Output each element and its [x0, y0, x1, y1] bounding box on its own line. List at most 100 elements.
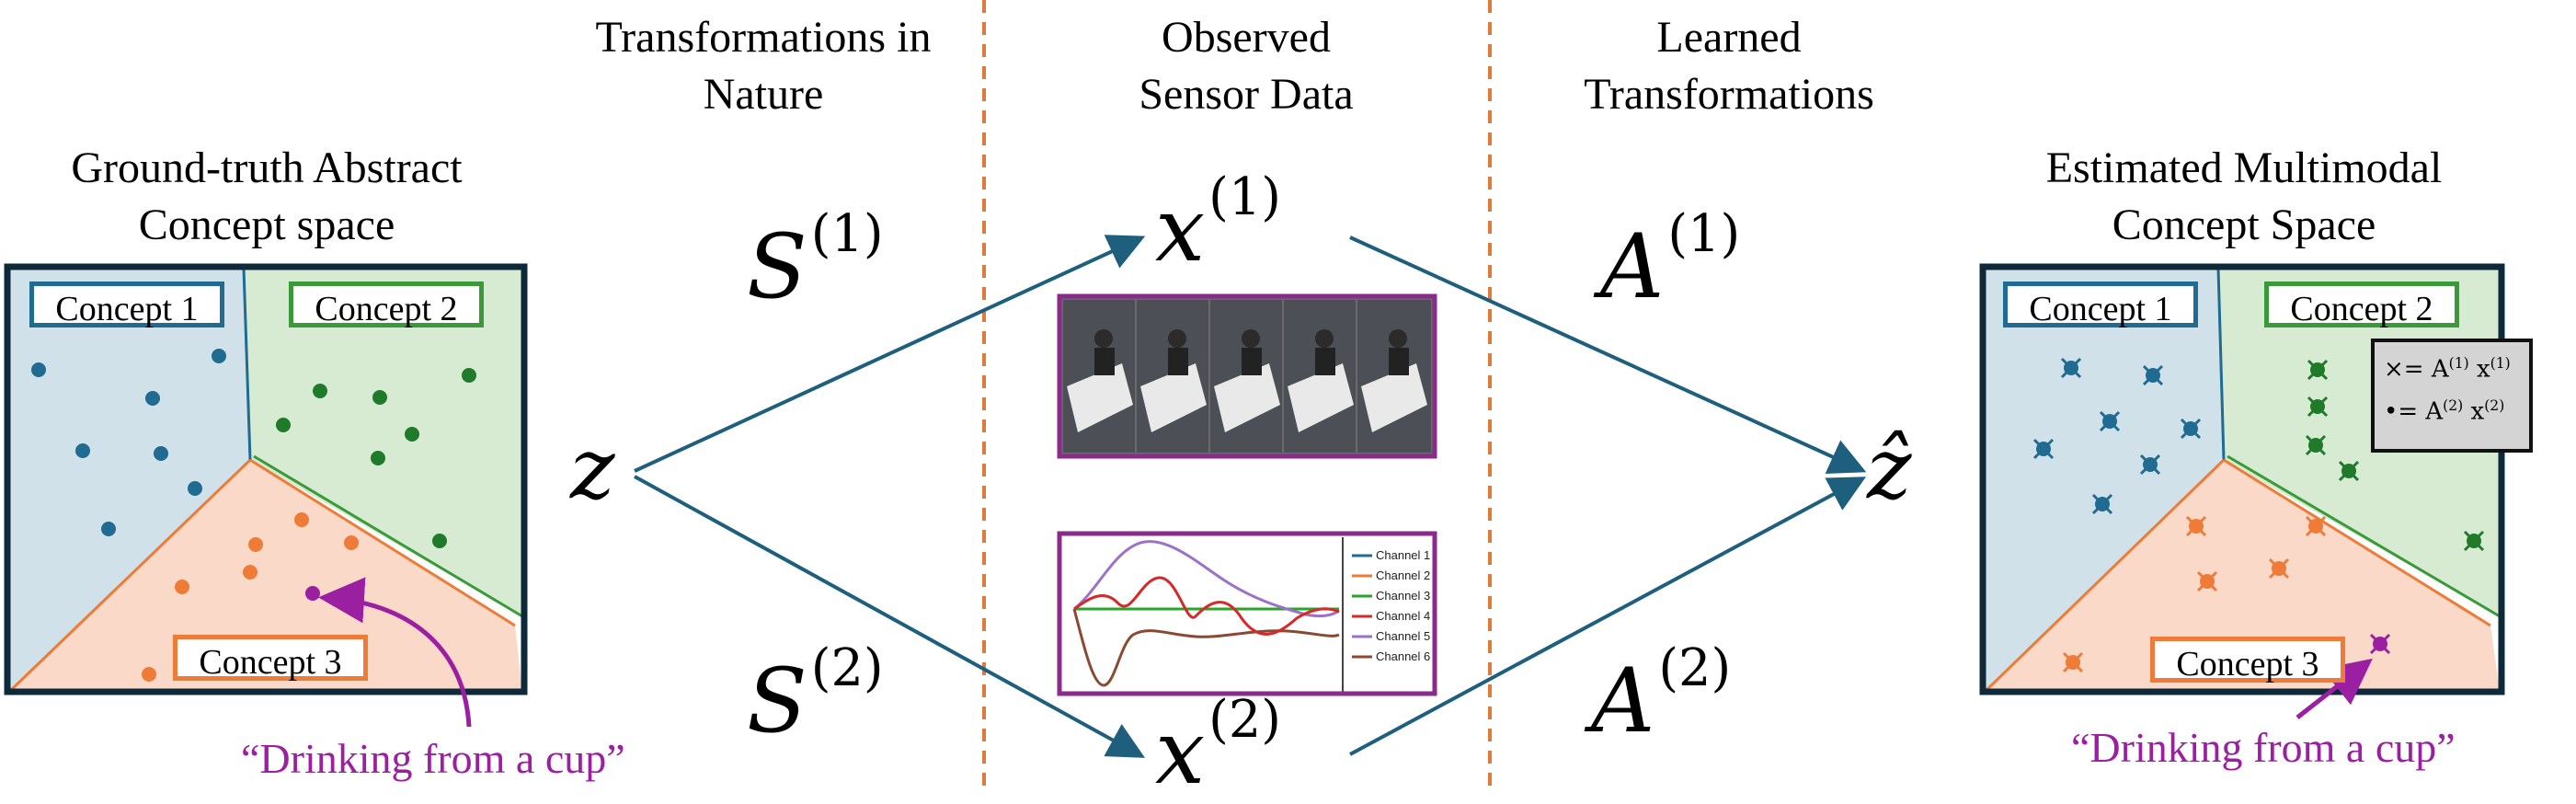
video-frames: [1057, 293, 1437, 459]
header-line: Concept Space: [2112, 201, 2376, 249]
header-learned: Learned Transformations: [1517, 9, 1941, 123]
sensor-legend-channel3: Channel 3: [1376, 589, 1431, 603]
math-z: z: [570, 419, 614, 518]
point-pair: [2062, 651, 2084, 673]
header-line: Ground-truth Abstract: [71, 144, 463, 192]
right-panel-frame: [1979, 263, 2505, 695]
legend-var: x: [2468, 355, 2490, 384]
math-symbol: x: [1155, 701, 1206, 804]
header-line: Transformations in: [595, 13, 932, 62]
point-pair: [2185, 515, 2207, 537]
flow-arrows: [634, 235, 1867, 758]
right-highlight-point: [2369, 633, 2391, 655]
point-pair: [2307, 396, 2329, 418]
sensor-plot: [1057, 531, 1437, 696]
legend-row-dot: •= A(2) x(2): [2384, 397, 2504, 426]
left-concept1-points: [31, 349, 226, 536]
point: [313, 384, 327, 398]
left-annotation: “Drinking from a cup”: [241, 735, 625, 782]
point: [344, 535, 359, 550]
right-region-concept1: [1985, 269, 2224, 692]
math-x1: x(1): [1155, 167, 1281, 281]
math-A2: A(2): [1591, 638, 1731, 752]
arrow-z-to-x1: [634, 235, 1146, 473]
sensor-legend-channel5: Channel 5: [1376, 629, 1431, 643]
right-annotation-arrow: [2296, 658, 2373, 719]
arrow-x1-to-zhat: [1349, 235, 1867, 474]
legend-sup: (2): [2443, 397, 2464, 414]
point: [31, 362, 46, 377]
legend-text: = A: [2403, 355, 2449, 384]
point: [372, 390, 387, 405]
left-region-concept3: [9, 460, 522, 692]
left-highlight-point: [305, 586, 320, 601]
point: [432, 534, 447, 548]
right-concept1-points: [2032, 357, 2202, 515]
header-line: Transformations: [1584, 70, 1874, 119]
point: [405, 427, 419, 442]
right-concept3-points: [2062, 515, 2327, 673]
left-region-concept2: [244, 269, 522, 616]
point: [142, 667, 156, 682]
legend-text: = A: [2398, 397, 2444, 426]
point-pair: [2463, 530, 2485, 552]
header-transformations-nature: Transformations in Nature: [552, 9, 975, 123]
legend-row-cross: ×= A(1) x(1): [2384, 355, 2511, 384]
point-pair: [2060, 357, 2082, 379]
math-A1: A(1): [1600, 204, 1740, 318]
math-sup: (1): [1667, 204, 1741, 264]
point-pair: [2338, 460, 2360, 482]
math-symbol: z: [570, 419, 615, 518]
point: [75, 443, 90, 458]
math-sup: (2): [1658, 638, 1732, 698]
math-x2: x(2): [1155, 690, 1281, 804]
estimate-legend: ×= A(1) x(1) •= A(2) x(2): [2371, 339, 2533, 453]
right-annotation: “Drinking from a cup”: [2071, 724, 2456, 771]
math-symbol: A: [1591, 649, 1655, 753]
header-line: Observed: [1162, 13, 1331, 62]
sensor-legend-channel4: Channel 4: [1376, 609, 1431, 623]
math-sup: (2): [1208, 690, 1282, 750]
point-pair: [2307, 359, 2329, 381]
right-region-concept3: [1985, 460, 2500, 692]
header-line: Sensor Data: [1139, 70, 1354, 119]
left-concept3-label: Concept 3: [173, 635, 368, 682]
point-pair: [2032, 438, 2055, 460]
frame: [1137, 300, 1208, 453]
cross-icon: ×: [2384, 355, 2404, 384]
left-region-concept1: [9, 269, 250, 692]
point-pair: [2139, 454, 2161, 476]
sensor-legend-channel2: Channel 2: [1376, 569, 1431, 582]
point-pair: [2091, 493, 2113, 515]
header-line: Nature: [703, 70, 824, 119]
left-concept2-points: [276, 368, 476, 548]
left-concept2-label: Concept 2: [289, 281, 484, 328]
point-pair: [2180, 418, 2202, 440]
math-S2: S(2): [747, 638, 884, 752]
point-pair: [2305, 515, 2327, 537]
math-S1: S(1): [747, 204, 884, 318]
left-concept1-label: Concept 1: [29, 281, 224, 328]
sensor-legend-channel6: Channel 6: [1376, 649, 1431, 663]
header-observed: Observed Sensor Data: [1012, 9, 1481, 123]
frame: [1210, 300, 1282, 453]
point: [294, 512, 309, 527]
sensor-legend-channel1: Channel 1: [1376, 548, 1431, 562]
legend-sup: (1): [2448, 355, 2469, 372]
header-line: Learned: [1656, 13, 1802, 62]
point: [101, 522, 116, 536]
left-concept3-points: [142, 512, 359, 682]
point: [175, 580, 189, 594]
right-concept2-points: [2305, 359, 2485, 552]
arrow-z-to-x2: [634, 475, 1146, 758]
header-estimated: Estimated Multimodal Concept Space: [1968, 140, 2520, 254]
point: [462, 368, 476, 383]
point: [212, 349, 226, 363]
left-concept-space: [4, 263, 528, 728]
header-line: Estimated Multimodal: [2045, 144, 2443, 192]
math-symbol: S: [747, 649, 807, 753]
point-pair: [2142, 364, 2164, 386]
legend-sup: (2): [2484, 397, 2505, 414]
point-pair: [2196, 570, 2218, 592]
